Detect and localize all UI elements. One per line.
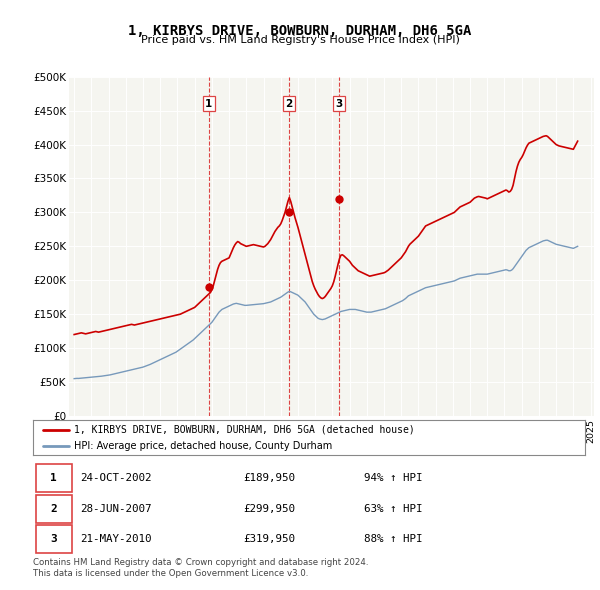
Text: 2: 2 bbox=[50, 504, 57, 514]
FancyBboxPatch shape bbox=[36, 526, 71, 553]
Text: 2: 2 bbox=[286, 99, 293, 109]
FancyBboxPatch shape bbox=[36, 495, 71, 523]
Text: 28-JUN-2007: 28-JUN-2007 bbox=[80, 504, 151, 514]
Text: 3: 3 bbox=[50, 535, 57, 545]
Text: 3: 3 bbox=[335, 99, 343, 109]
Text: 94% ↑ HPI: 94% ↑ HPI bbox=[364, 473, 422, 483]
Text: 1: 1 bbox=[50, 473, 57, 483]
Text: Price paid vs. HM Land Registry's House Price Index (HPI): Price paid vs. HM Land Registry's House … bbox=[140, 35, 460, 45]
Text: This data is licensed under the Open Government Licence v3.0.: This data is licensed under the Open Gov… bbox=[33, 569, 308, 578]
Text: £299,950: £299,950 bbox=[243, 504, 295, 514]
Text: 24-OCT-2002: 24-OCT-2002 bbox=[80, 473, 151, 483]
Text: Contains HM Land Registry data © Crown copyright and database right 2024.: Contains HM Land Registry data © Crown c… bbox=[33, 558, 368, 566]
Text: 1: 1 bbox=[205, 99, 212, 109]
Text: 1, KIRBYS DRIVE, BOWBURN, DURHAM, DH6 5GA: 1, KIRBYS DRIVE, BOWBURN, DURHAM, DH6 5G… bbox=[128, 24, 472, 38]
Text: 63% ↑ HPI: 63% ↑ HPI bbox=[364, 504, 422, 514]
FancyBboxPatch shape bbox=[36, 464, 71, 492]
Text: 21-MAY-2010: 21-MAY-2010 bbox=[80, 535, 151, 545]
Text: £319,950: £319,950 bbox=[243, 535, 295, 545]
Text: £189,950: £189,950 bbox=[243, 473, 295, 483]
Text: 88% ↑ HPI: 88% ↑ HPI bbox=[364, 535, 422, 545]
Text: 1, KIRBYS DRIVE, BOWBURN, DURHAM, DH6 5GA (detached house): 1, KIRBYS DRIVE, BOWBURN, DURHAM, DH6 5G… bbox=[74, 425, 415, 435]
Text: HPI: Average price, detached house, County Durham: HPI: Average price, detached house, Coun… bbox=[74, 441, 332, 451]
